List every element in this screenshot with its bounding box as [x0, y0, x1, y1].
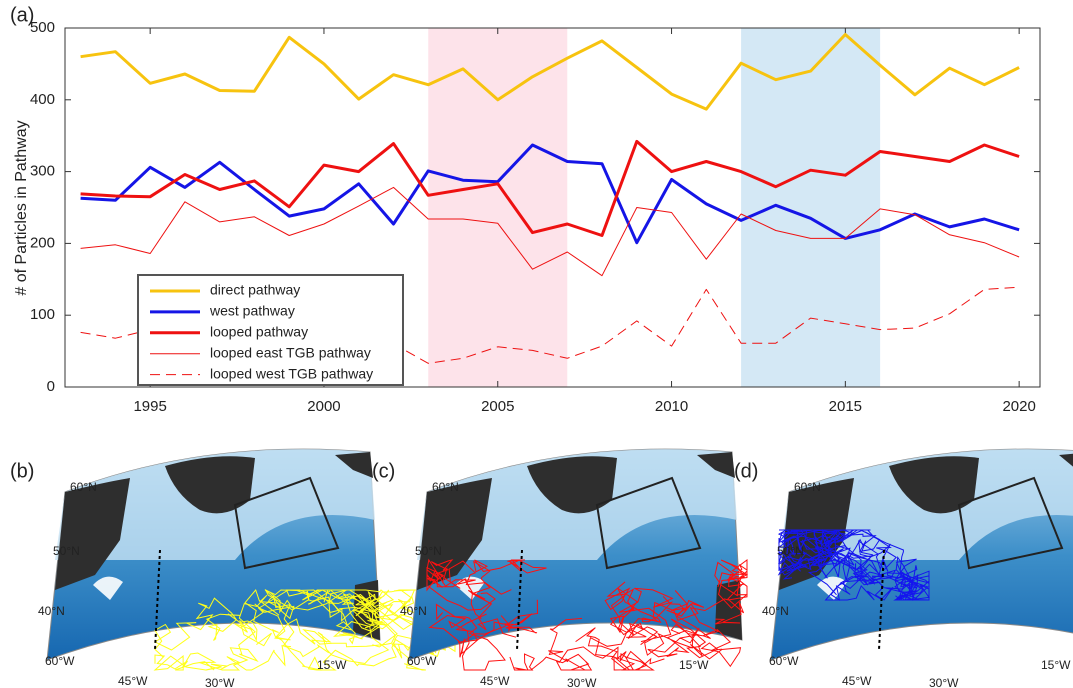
y-axis-label: # of Particles in Pathway: [13, 120, 30, 295]
map-panel: (c) 60°N 50°N 40°N 60°W 45°W 30°W 15°W: [372, 449, 747, 688]
lon-label: 30°W: [929, 676, 959, 688]
shaded-span: [428, 28, 567, 387]
y-tick-label: 400: [30, 91, 55, 108]
shaded-span: [741, 28, 880, 387]
lat-label: 40°N: [400, 604, 427, 618]
lat-label: 50°N: [53, 544, 80, 558]
y-tick-label: 300: [30, 163, 55, 180]
lat-label: 50°N: [415, 544, 442, 558]
legend-label: looped west TGB pathway: [210, 365, 373, 381]
legend-label: looped east TGB pathway: [210, 344, 371, 360]
lon-label: 60°W: [407, 654, 437, 668]
x-tick-label: 2015: [829, 398, 862, 415]
lat-label: 60°N: [432, 480, 459, 494]
y-tick-label: 500: [30, 19, 55, 36]
y-tick-label: 0: [47, 378, 55, 395]
lat-label: 40°N: [762, 604, 789, 618]
x-tick-label: 2010: [655, 398, 688, 415]
y-tick-label: 100: [30, 306, 55, 323]
legend-label: west pathway: [209, 303, 295, 319]
map-panel: (d) 60°N 50°N 40°N 60°W 45°W 30°W 15°W: [734, 449, 1073, 688]
lon-label: 45°W: [842, 674, 872, 688]
lon-label: 45°W: [118, 674, 148, 688]
lon-label: 30°W: [567, 676, 597, 688]
map-panel: (b) 60°N 50°N 40°N 60°W 45°W 30°W 15°W: [10, 449, 455, 688]
legend-label: looped pathway: [210, 324, 308, 340]
x-tick-label: 2020: [1002, 398, 1035, 415]
lat-label: 60°N: [70, 480, 97, 494]
x-tick-label: 2000: [307, 398, 340, 415]
panel-label: (d): [734, 460, 758, 482]
lon-label: 30°W: [205, 676, 235, 688]
x-tick-label: 1995: [133, 398, 166, 415]
lat-label: 60°N: [794, 480, 821, 494]
legend-label: direct pathway: [210, 282, 300, 298]
lon-label: 60°W: [45, 654, 75, 668]
y-tick-label: 200: [30, 234, 55, 251]
panel-label: (c): [372, 460, 395, 482]
lon-label: 15°W: [317, 658, 347, 672]
panel-label: (b): [10, 460, 34, 482]
figure: (a) # of Particles in Pathway 0100200300…: [0, 0, 1073, 688]
lon-label: 15°W: [679, 658, 709, 672]
trajectory: [557, 628, 654, 670]
lat-label: 40°N: [38, 604, 65, 618]
lat-label: 50°N: [777, 544, 804, 558]
lon-label: 45°W: [480, 674, 510, 688]
x-tick-label: 2005: [481, 398, 514, 415]
lon-label: 15°W: [1041, 658, 1071, 672]
trajectory: [155, 646, 291, 670]
lon-label: 60°W: [769, 654, 799, 668]
